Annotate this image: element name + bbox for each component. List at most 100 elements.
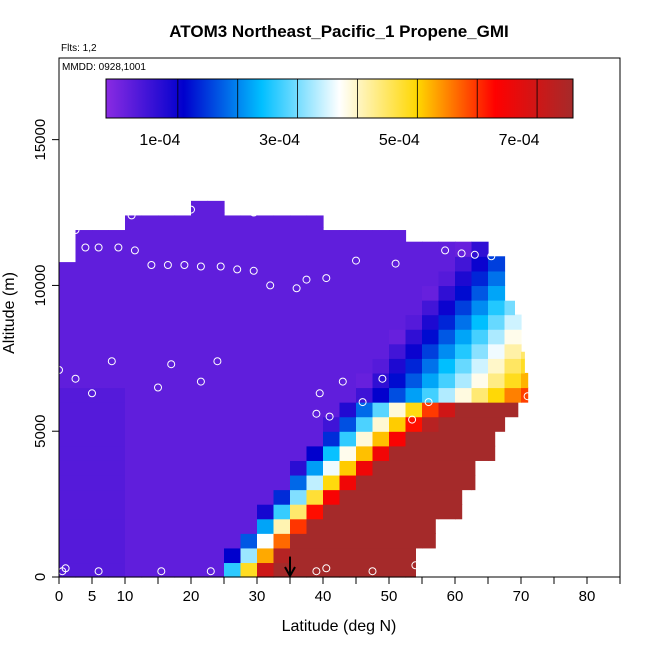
heatmap-cell [240, 241, 258, 257]
heatmap-cell [422, 314, 440, 330]
observation-point [88, 389, 96, 398]
heatmap-cell [372, 445, 390, 461]
heatmap-cell [471, 314, 489, 330]
heatmap-cell [438, 460, 456, 476]
heatmap-cell [438, 241, 456, 257]
heatmap-cell [75, 431, 93, 447]
heatmap-cell [488, 416, 506, 432]
heatmap-cell [158, 533, 176, 549]
heatmap-cell [108, 300, 126, 316]
heatmap-cell [158, 270, 176, 287]
heatmap-cell [92, 445, 110, 461]
heatmap-cell [75, 329, 93, 345]
heatmap-cell [273, 256, 291, 272]
heatmap-cell [240, 256, 258, 272]
heatmap-cell [422, 343, 440, 359]
heatmap-cell [521, 372, 529, 389]
heatmap-cell [339, 270, 357, 287]
heatmap-cell [389, 230, 407, 243]
plot-frame [58, 57, 621, 578]
heatmap-cell [59, 314, 77, 330]
heatmap-cell [224, 285, 242, 301]
heatmap-cell [174, 445, 192, 461]
heatmap-cell [372, 230, 390, 243]
heatmap-cell [405, 402, 423, 418]
heatmap-cell [488, 358, 506, 374]
heatmap-cell [92, 474, 110, 491]
heatmap-cell [141, 474, 159, 491]
heatmap-cell [389, 387, 407, 403]
heatmap-cell [240, 562, 258, 578]
heatmap-cell [471, 416, 489, 432]
observation-point [94, 567, 103, 576]
heatmap-cell [504, 300, 515, 316]
heatmap-cell [92, 372, 110, 389]
x-tick-label: 0 [55, 588, 63, 605]
observation-point [338, 377, 347, 386]
heatmap-cell [174, 256, 192, 272]
heatmap-cell [108, 431, 126, 447]
heatmap-cell [174, 460, 192, 476]
heatmap-cell [339, 329, 357, 345]
heatmap-cell [339, 416, 357, 432]
heatmap-cell [92, 270, 110, 287]
heatmap-cell [306, 460, 324, 476]
heatmap-cell [224, 270, 242, 287]
heatmap-cell [224, 431, 242, 447]
heatmap-cell [372, 474, 390, 491]
x-tick-label: 30 [249, 588, 266, 605]
observation-point [457, 249, 466, 258]
heatmap-cell [455, 431, 473, 447]
heatmap-cell [207, 212, 225, 228]
heatmap-cell [174, 547, 192, 564]
observation-point [163, 261, 172, 269]
heatmap-cell [191, 212, 209, 228]
heatmap-cell [224, 343, 242, 359]
heatmap-cell [389, 489, 407, 505]
heatmap-cell [356, 300, 374, 316]
heatmap-cell [455, 504, 463, 520]
heatmap-cell [92, 533, 110, 549]
heatmap-cell [257, 358, 275, 374]
heatmap-cell [438, 256, 456, 272]
heatmap-cell [207, 533, 225, 549]
heatmap-cell [224, 445, 242, 461]
heatmap-cell [141, 343, 159, 359]
heatmap-cell [323, 460, 341, 476]
heatmap-cell [257, 227, 275, 243]
heatmap-cell [438, 329, 456, 345]
heatmap-cell [257, 474, 275, 491]
colorbar-tick-label: 3e-04 [259, 132, 300, 149]
heatmap-cell [141, 285, 159, 301]
heatmap-cell [339, 230, 357, 243]
heatmap-cell [59, 504, 77, 520]
heatmap-cell [59, 474, 77, 491]
heatmap-cell [59, 270, 77, 287]
heatmap-cell [174, 533, 192, 549]
heatmap-cell [207, 474, 225, 491]
heatmap-cell [75, 372, 93, 389]
x-tick-label: 5 [88, 588, 96, 605]
heatmap-cell [207, 489, 225, 505]
heatmap-cell [323, 343, 341, 359]
heatmap-cell [207, 200, 225, 214]
heatmap-cell [323, 300, 341, 316]
heatmap-cell [224, 562, 242, 578]
heatmap-cell [75, 460, 93, 476]
heatmap-cell [372, 504, 390, 520]
heatmap-cell [125, 256, 143, 272]
heatmap-cell [207, 270, 225, 287]
heatmap-cell [191, 387, 209, 403]
latitude-marker-arrowhead [284, 566, 296, 579]
heatmap-cell [75, 402, 93, 418]
heatmap-cell [75, 358, 93, 374]
heatmap-cell [273, 387, 291, 403]
heatmap-cell [356, 372, 374, 389]
heatmap-cell [306, 314, 324, 330]
heatmap-cell [356, 489, 374, 505]
heatmap-cell [306, 343, 324, 359]
heatmap-cell [273, 547, 291, 564]
heatmap-cell [158, 285, 176, 301]
heatmap-cell [521, 351, 525, 359]
heatmap-cell [240, 518, 258, 534]
